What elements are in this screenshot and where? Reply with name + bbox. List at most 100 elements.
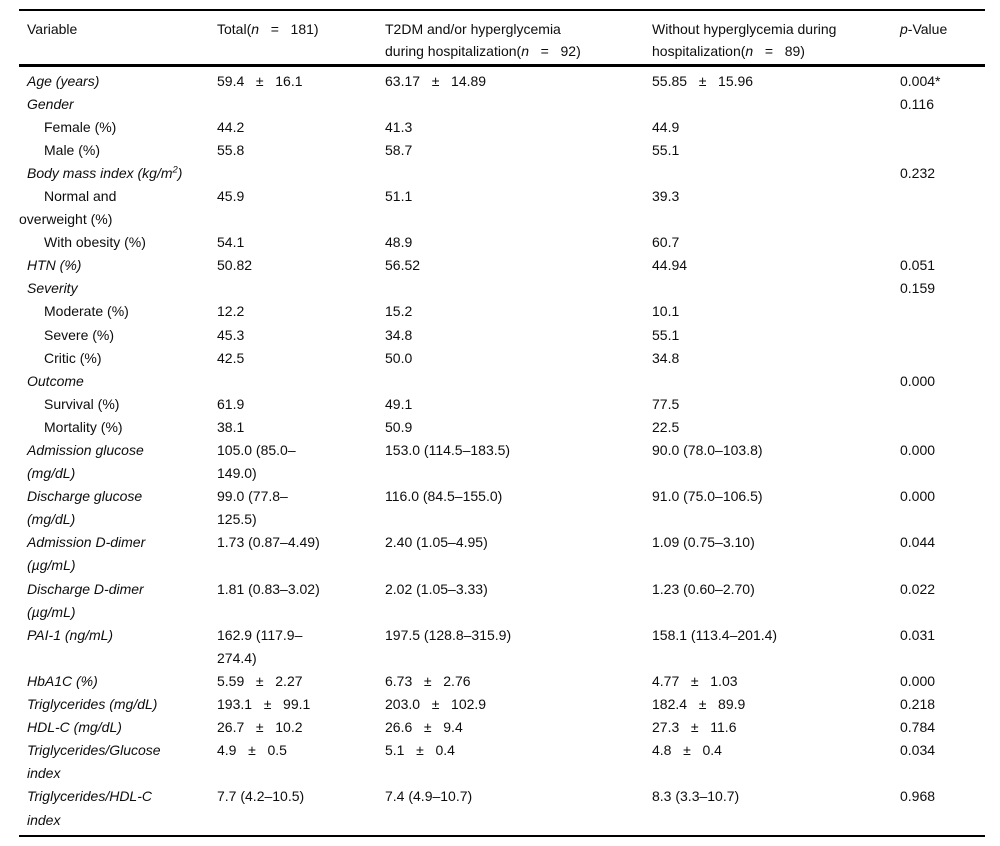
label-line: Triglycerides/HDL-C bbox=[27, 788, 152, 805]
cell-without: 39.3 bbox=[652, 185, 900, 208]
label-line: Male (%) bbox=[44, 141, 101, 158]
table-row-age: Age (years) 59.4 ± 16.1 63.17 ± 14.89 55… bbox=[19, 70, 985, 93]
cell-total: 44.2 bbox=[217, 116, 385, 139]
value-line: 55.8 bbox=[217, 141, 245, 158]
value-line: 193.1 ± 99.1 bbox=[217, 696, 311, 713]
row-label: Admission D-dimer (µg/mL) bbox=[19, 531, 217, 577]
value-line: 125.5) bbox=[217, 511, 257, 528]
cell-t2dm: 7.4 (4.9–10.7) bbox=[385, 785, 652, 808]
row-label: Outcome bbox=[19, 370, 217, 393]
value-line: 1.81 (0.83–3.02) bbox=[217, 580, 320, 597]
cell-pvalue: 0.159 bbox=[900, 280, 936, 297]
cell-without: 44.9 bbox=[652, 116, 900, 139]
cell-without: 8.3 (3.3–10.7) bbox=[652, 785, 900, 808]
label-line: Normal and bbox=[44, 187, 117, 204]
value-line: 50.0 bbox=[385, 349, 413, 366]
table-row-admission-ddimer: Admission D-dimer (µg/mL) 1.73 (0.87–4.49… bbox=[19, 531, 985, 577]
cell-total: 45.9 bbox=[217, 185, 385, 208]
table-row-pai1: PAI-1 (ng/mL) 162.9 (117.9– 274.4) 197.5 … bbox=[19, 624, 985, 670]
value-line: 44.2 bbox=[217, 118, 245, 135]
table-row-discharge-glucose: Discharge glucose (mg/dL) 99.0 (77.8– 125.… bbox=[19, 485, 985, 531]
clinical-characteristics-table: Variable Total(n = 181) T2DM and/or hype… bbox=[19, 9, 985, 838]
value-line: 274.4) bbox=[217, 649, 257, 666]
row-label: Triglycerides/Glucose index bbox=[19, 739, 217, 785]
table-row-obesity: With obesity (%) 54.1 48.9 60.7 bbox=[19, 231, 985, 254]
cell-t2dm: 203.0 ± 102.9 bbox=[385, 693, 652, 716]
label-text: ) bbox=[177, 164, 183, 181]
row-label: Normal and overweight (%) bbox=[19, 185, 217, 231]
cell-without: 55.85 ± 15.96 bbox=[652, 70, 900, 93]
cell-without: 34.8 bbox=[652, 347, 900, 370]
value-line: 10.1 bbox=[652, 303, 680, 320]
value-line: 8.3 (3.3–10.7) bbox=[652, 788, 740, 805]
row-label: Body mass index (kg/m2) bbox=[19, 162, 217, 185]
header-t2dm-line1: T2DM and/or hyperglycemia bbox=[385, 21, 561, 37]
cell-without: 158.1 (113.4–201.4) bbox=[652, 624, 900, 647]
row-label: Age (years) bbox=[19, 70, 217, 93]
value-line: 90.0 (78.0–103.8) bbox=[652, 442, 763, 458]
header-variable: Variable bbox=[27, 21, 78, 37]
value-line: 4.77 ± 1.03 bbox=[652, 672, 738, 689]
table-row-discharge-ddimer: Discharge D-dimer (µg/mL) 1.81 (0.83–3.02… bbox=[19, 578, 985, 624]
cell-pvalue: 0.051 bbox=[900, 257, 936, 274]
header-without-group: Without hyperglycemia during hospitalizat… bbox=[652, 18, 900, 62]
cell-without: 27.3 ± 11.6 bbox=[652, 716, 900, 739]
cell-total: 5.59 ± 2.27 bbox=[217, 670, 385, 693]
cell-t2dm: 49.1 bbox=[385, 393, 652, 416]
label-line: Outcome bbox=[27, 372, 84, 389]
label-line: (mg/dL) bbox=[27, 511, 76, 528]
value-line: 63.17 ± 14.89 bbox=[385, 72, 487, 89]
header-t2dm-group: T2DM and/or hyperglycemia during hospital… bbox=[385, 18, 652, 62]
label-line: overweight (%) bbox=[19, 211, 113, 228]
value-line: 158.1 (113.4–201.4) bbox=[652, 626, 778, 643]
table-row-critic: Critic (%) 42.5 50.0 34.8 bbox=[19, 347, 985, 370]
cell-without: 60.7 bbox=[652, 231, 900, 254]
label-line: Moderate (%) bbox=[44, 303, 129, 320]
value-line: 149.0) bbox=[217, 465, 257, 482]
table-body: Age (years) 59.4 ± 16.1 63.17 ± 14.89 55… bbox=[19, 67, 985, 835]
value-line: 50.82 bbox=[217, 257, 253, 274]
value-line: 45.3 bbox=[217, 326, 245, 343]
value-line: 5.1 ± 0.4 bbox=[385, 742, 455, 759]
cell-total: 26.7 ± 10.2 bbox=[217, 716, 385, 739]
cell-pvalue: 0.116 bbox=[900, 95, 934, 112]
cell-without: 55.1 bbox=[652, 139, 900, 162]
cell-pvalue: 0.784 bbox=[900, 719, 936, 736]
cell-pvalue: 0.000 bbox=[900, 372, 936, 389]
cell-t2dm: 50.9 bbox=[385, 416, 652, 439]
value-line: 99.0 (77.8– bbox=[217, 488, 288, 505]
cell-t2dm: 63.17 ± 14.89 bbox=[385, 70, 652, 93]
table-row-male: Male (%) 55.8 58.7 55.1 bbox=[19, 139, 985, 162]
label-line: Triglycerides (mg/dL) bbox=[27, 696, 158, 713]
label-superscript: 2 bbox=[172, 164, 178, 176]
label-line: (mg/dL) bbox=[27, 465, 76, 482]
header-without-line1: Without hyperglycemia during bbox=[652, 21, 837, 37]
value-line: 15.2 bbox=[385, 303, 413, 320]
cell-total: 12.2 bbox=[217, 300, 385, 323]
cell-without: 4.77 ± 1.03 bbox=[652, 670, 900, 693]
label-line: Admission D-dimer bbox=[27, 534, 146, 551]
cell-without: 44.94 bbox=[652, 254, 900, 277]
cell-pvalue: 0.034 bbox=[900, 742, 936, 759]
cell-t2dm: 197.5 (128.8–315.9) bbox=[385, 624, 652, 647]
cell-t2dm: 5.1 ± 0.4 bbox=[385, 739, 652, 762]
cell-without: 10.1 bbox=[652, 300, 900, 323]
value-line: 60.7 bbox=[652, 234, 680, 251]
value-line: 116.0 (84.5–155.0) bbox=[385, 488, 503, 505]
cell-t2dm: 51.1 bbox=[385, 185, 652, 208]
cell-without: 91.0 (75.0–106.5) bbox=[652, 485, 900, 508]
label-text: Body mass index (kg/m bbox=[27, 164, 173, 181]
table-row-severe: Severe (%) 45.3 34.8 55.1 bbox=[19, 324, 985, 347]
header-t2dm-line2: during hospitalization(n = 92) bbox=[385, 40, 652, 62]
table-row-tg-hdlc-index: Triglycerides/HDL-C index 7.7 (4.2–10.5) … bbox=[19, 785, 985, 831]
header-pvalue-p: p bbox=[900, 21, 908, 37]
table-header-row: Variable Total(n = 181) T2DM and/or hype… bbox=[19, 11, 985, 64]
value-line: 26.6 ± 9.4 bbox=[385, 719, 463, 736]
header-without-count: = 89) bbox=[753, 43, 805, 59]
value-line: 1.73 (0.87–4.49) bbox=[217, 534, 320, 551]
cell-t2dm: 26.6 ± 9.4 bbox=[385, 716, 652, 739]
value-line: 105.0 (85.0– bbox=[217, 442, 296, 458]
cell-without: 55.1 bbox=[652, 324, 900, 347]
value-line: 5.59 ± 2.27 bbox=[217, 672, 303, 689]
row-label: Mortality (%) bbox=[19, 416, 217, 439]
